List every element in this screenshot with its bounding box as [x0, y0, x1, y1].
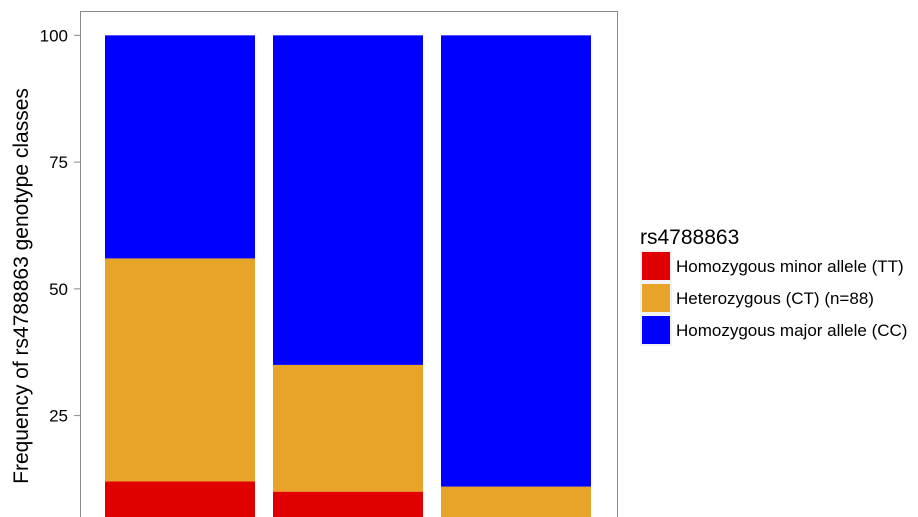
legend-swatch — [642, 284, 670, 312]
y-axis-title: Frequency of rs4788863 genotype classes — [10, 88, 33, 484]
legend-label: Homozygous minor allele (TT) — [676, 257, 904, 276]
legend-title: rs4788863 — [640, 226, 739, 249]
legend-swatch — [642, 316, 670, 344]
legend-label: Heterozygous (CT) (n=88) — [676, 289, 874, 308]
y-tick-label: 25 — [49, 407, 68, 426]
legend-label: Homozygous major allele (CC) — [676, 321, 907, 340]
bar-segment-1-1 — [105, 481, 255, 517]
y-tick-label: 100 — [40, 26, 68, 45]
bar-segment-3-2 — [441, 486, 591, 517]
y-tick-label: 75 — [49, 153, 68, 172]
bar-segment-2-2 — [273, 364, 423, 492]
bar-segment-2-1 — [273, 491, 423, 517]
legend-items: Homozygous minor allele (TT) Heterozygous… — [640, 250, 907, 346]
bar-segment-1-2 — [105, 258, 255, 482]
legend-swatch — [642, 252, 670, 280]
panel-border — [80, 11, 618, 517]
bar-segment-2-3 — [273, 35, 423, 365]
y-axis: 25 50 75 100 — [40, 26, 80, 426]
bar-segment-3-3 — [441, 35, 591, 487]
bar-segment-1-3 — [105, 35, 255, 259]
legend: rs4788863 Homozygous minor allele (TT) He… — [640, 226, 907, 346]
bars-layer — [105, 35, 591, 517]
y-tick-label: 50 — [49, 280, 68, 299]
